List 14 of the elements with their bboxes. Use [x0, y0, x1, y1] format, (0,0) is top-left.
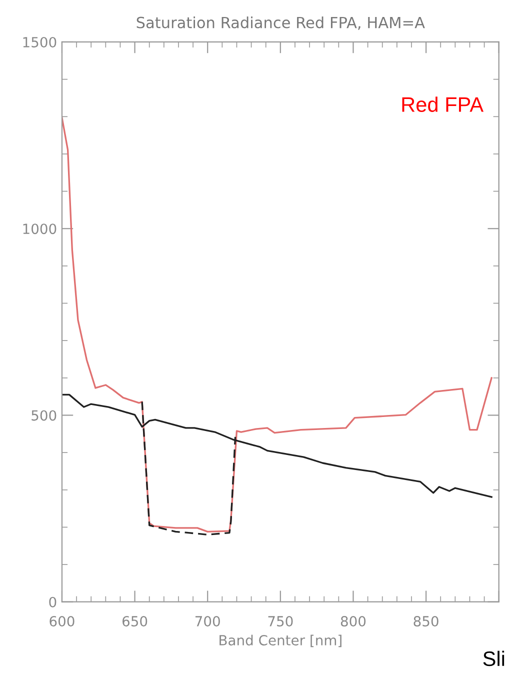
- y-tick-label: 0: [49, 596, 56, 608]
- y-tick-label: 1500: [23, 36, 56, 48]
- x-tick-label: 650: [122, 616, 148, 626]
- text: Sli: [483, 650, 504, 666]
- x-tick-label: 700: [195, 616, 220, 626]
- annotation: Red FPA: [402, 96, 484, 112]
- y-tick-label: 1000: [23, 224, 56, 234]
- x-axis-title: Band Center [nm]: [220, 634, 342, 648]
- x-tick-label: 800: [340, 616, 366, 626]
- x-tick-label: 750: [268, 616, 293, 626]
- y-tick-label: 500: [32, 410, 56, 421]
- x-tick-label: 600: [50, 616, 74, 626]
- chart-title: Saturation Radiance Red FPA, HAM=A: [136, 16, 425, 30]
- x-tick-label: 850: [414, 616, 438, 626]
